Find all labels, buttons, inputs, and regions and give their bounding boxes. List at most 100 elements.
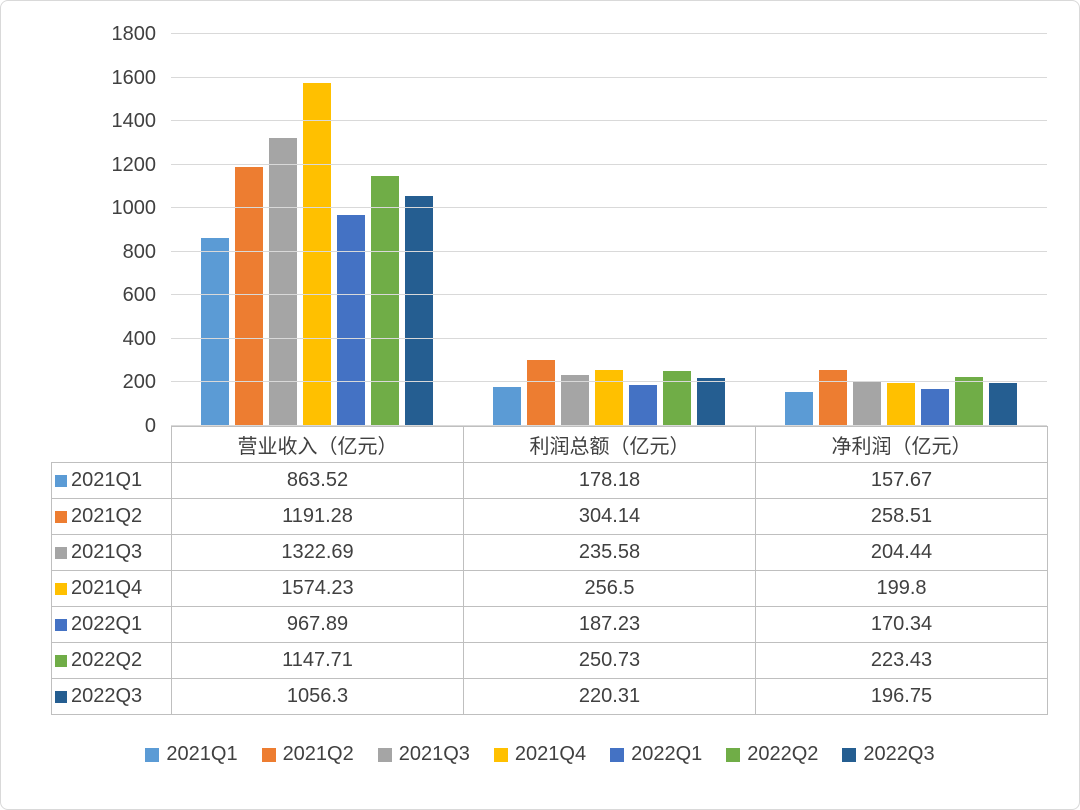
legend-label: 2021Q3 — [398, 743, 470, 765]
value-cell: 256.5 — [463, 570, 756, 607]
bar-2022Q3 — [405, 195, 433, 426]
value-cell: 304.14 — [463, 498, 756, 535]
legend-swatch-icon — [261, 747, 276, 762]
legend-label: 2021Q4 — [514, 743, 587, 765]
bar-2022Q2 — [371, 176, 399, 426]
series-swatch-icon — [55, 547, 67, 559]
gridline — [171, 120, 1047, 122]
bar-2022Q2 — [955, 377, 983, 426]
series-name-cell: 2021Q2 — [51, 498, 172, 535]
series-swatch-icon — [55, 583, 67, 595]
table-row: 2022Q1 967.89 187.23 170.34 — [51, 606, 1048, 643]
plot-area — [171, 33, 1047, 426]
gridline — [171, 294, 1047, 296]
gridline — [171, 425, 1047, 426]
bar-2022Q1 — [337, 215, 365, 426]
bar-2021Q1 — [493, 387, 521, 426]
legend-swatch-icon — [145, 747, 160, 762]
legend-item-2022Q2: 2022Q2 — [726, 743, 818, 766]
series-swatch-icon — [55, 511, 67, 523]
legend-label: 2022Q1 — [631, 743, 703, 765]
value-cell: 235.58 — [463, 534, 756, 571]
table-row: 2021Q2 1191.28 304.14 258.51 — [51, 498, 1048, 535]
series-label: 2022Q3 — [71, 685, 143, 707]
gridline — [171, 337, 1047, 339]
legend-item-2021Q4: 2021Q4 — [493, 743, 587, 766]
y-axis-tick-label: 400 — [122, 327, 156, 350]
value-cell: 199.8 — [755, 570, 1048, 607]
bar-2022Q3 — [697, 378, 725, 426]
bar-2022Q1 — [629, 385, 657, 426]
series-swatch-icon — [55, 691, 67, 703]
value-cell: 223.43 — [755, 642, 1048, 679]
value-cell: 157.67 — [755, 462, 1048, 499]
y-axis-tick-label: 0 — [144, 415, 156, 437]
bar-2021Q1 — [785, 391, 813, 426]
series-name-cell: 2022Q2 — [51, 642, 172, 679]
legend-item-2022Q3: 2022Q3 — [842, 743, 935, 766]
bar-2021Q2 — [235, 166, 263, 426]
bar-2022Q2 — [663, 371, 691, 426]
value-cell: 220.31 — [463, 678, 756, 715]
table-header-category: 利润总额（亿元） — [463, 426, 756, 463]
value-cell: 1056.3 — [171, 678, 464, 715]
value-cell: 178.18 — [463, 462, 756, 499]
table-row: 2021Q4 1574.23 256.5 199.8 — [51, 570, 1048, 607]
legend-label: 2021Q1 — [166, 743, 238, 765]
value-cell: 250.73 — [463, 642, 756, 679]
legend-swatch-icon — [610, 747, 625, 762]
value-cell: 1574.23 — [171, 570, 464, 607]
gridline — [171, 250, 1047, 252]
value-cell: 196.75 — [755, 678, 1048, 715]
legend-swatch-icon — [842, 747, 857, 762]
bar-2021Q4 — [595, 370, 623, 426]
bar-2021Q3 — [269, 137, 297, 426]
bar-2021Q3 — [853, 381, 881, 426]
value-cell: 863.52 — [171, 462, 464, 499]
y-axis-tick-label: 1600 — [111, 66, 157, 89]
value-cell: 204.44 — [755, 534, 1048, 571]
table-header-row: 营业收入（亿元） 利润总额（亿元） 净利润（亿元） — [52, 426, 1048, 463]
legend-label: 2022Q3 — [863, 743, 935, 765]
legend-item-2021Q3: 2021Q3 — [377, 743, 470, 766]
gridline — [171, 33, 1047, 34]
y-axis-tick-label: 1800 — [111, 23, 157, 45]
bar-2021Q2 — [819, 369, 847, 426]
series-label: 2022Q2 — [71, 649, 143, 671]
bar-2022Q1 — [921, 388, 949, 426]
table-row: 2022Q2 1147.71 250.73 223.43 — [51, 642, 1048, 679]
value-cell: 1147.71 — [171, 642, 464, 679]
value-cell: 1191.28 — [171, 498, 464, 535]
legend-label: 2022Q2 — [747, 743, 819, 765]
series-name-cell: 2021Q1 — [51, 462, 172, 499]
legend-item-2021Q1: 2021Q1 — [145, 743, 238, 766]
legend-swatch-icon — [493, 747, 508, 762]
bar-groups — [171, 34, 1047, 426]
bar-2021Q2 — [527, 359, 555, 426]
series-name-cell: 2021Q3 — [51, 534, 172, 571]
series-swatch-icon — [55, 619, 67, 631]
table-row: 2021Q1 863.52 178.18 157.67 — [51, 462, 1048, 499]
y-axis-tick-label: 1400 — [111, 110, 157, 133]
value-cell: 258.51 — [755, 498, 1048, 535]
bar-group — [463, 34, 755, 426]
legend-swatch-icon — [377, 747, 392, 762]
series-label: 2022Q1 — [71, 613, 143, 635]
bar-group — [171, 34, 463, 426]
table-row: 2021Q3 1322.69 235.58 204.44 — [51, 534, 1048, 571]
legend-item-2021Q2: 2021Q2 — [261, 743, 354, 766]
series-label: 2021Q3 — [71, 541, 143, 563]
value-cell: 1322.69 — [171, 534, 464, 571]
bar-2021Q3 — [561, 374, 589, 426]
gridline — [171, 163, 1047, 165]
data-table: 营业收入（亿元） 利润总额（亿元） 净利润（亿元） 2021Q1 863.52 178.1… — [51, 426, 1048, 715]
legend-swatch-icon — [726, 747, 741, 762]
gridline — [171, 207, 1047, 209]
table-header-category: 营业收入（亿元） — [171, 426, 464, 463]
value-cell: 967.89 — [171, 606, 464, 643]
series-name-cell: 2022Q3 — [51, 678, 172, 715]
y-axis-tick-label: 1000 — [111, 197, 157, 220]
bar-2021Q4 — [887, 382, 915, 426]
series-label: 2021Q1 — [71, 469, 143, 491]
